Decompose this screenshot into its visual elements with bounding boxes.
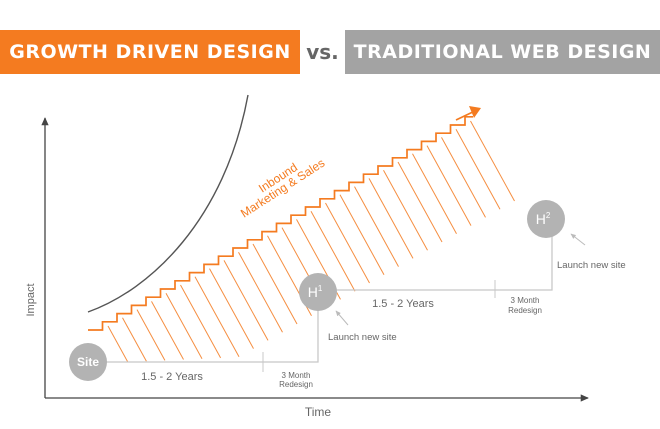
h1-superscript: 1 — [318, 284, 323, 293]
hatch-line — [210, 269, 254, 349]
hatch-line — [340, 195, 384, 275]
h2-base: H — [536, 211, 546, 227]
redesign-2-line1: 3 Month — [511, 296, 540, 305]
hatch-line — [456, 129, 500, 209]
hatch-line — [413, 154, 457, 234]
redesign-2-line2: Redesign — [508, 306, 542, 315]
hatch-line — [123, 318, 147, 361]
y-axis-label: Impact — [25, 283, 37, 316]
hatch-line — [253, 244, 297, 324]
hatch-line — [398, 162, 442, 242]
hatch-line — [427, 146, 471, 226]
inbound-marketing-curve — [88, 95, 248, 312]
launch-label-2: Launch new site — [557, 260, 626, 271]
hatch-line — [326, 203, 370, 283]
hatch-line — [239, 252, 283, 332]
hatch-line — [224, 260, 268, 340]
years-label-1: 1.5 - 2 Years — [141, 371, 203, 383]
h2-superscript: 2 — [546, 211, 551, 220]
redesign-1-line2: Redesign — [279, 380, 313, 389]
hatch-line — [166, 293, 202, 359]
hatch-line — [471, 121, 515, 201]
hatch-line — [181, 285, 221, 358]
x-axis-label: Time — [305, 405, 332, 419]
site-label: Site — [77, 355, 99, 369]
launch-label-1: Launch new site — [328, 332, 397, 343]
hatch-line — [442, 137, 486, 217]
launch-arrow-1 — [336, 311, 348, 325]
hatch-line — [369, 178, 413, 258]
years-label-2: 1.5 - 2 Years — [372, 298, 434, 310]
hatch-line — [384, 170, 428, 250]
redesign-1-line1: 3 Month — [282, 371, 311, 380]
gdd-hatch-lines — [108, 121, 515, 362]
hatch-line — [108, 326, 128, 362]
h1-base: H — [308, 284, 318, 300]
hatch-line — [152, 301, 184, 359]
hatch-line — [355, 187, 399, 267]
hatch-line — [195, 277, 239, 357]
launch-arrow-2 — [571, 234, 585, 245]
